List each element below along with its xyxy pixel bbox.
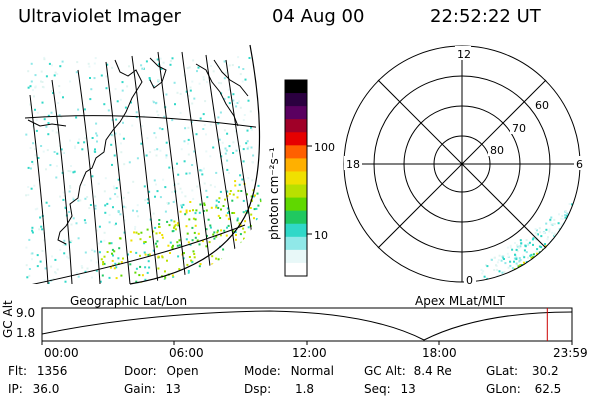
colorbar-cell <box>285 262 307 277</box>
info-gc-alt: GC Alt: 8.4 Re <box>364 364 452 378</box>
colorbar-cell <box>285 197 307 212</box>
info-ip-value: 36.0 <box>32 382 60 396</box>
colorbar-cell <box>285 158 307 172</box>
info-gain-value: 13 <box>165 382 181 396</box>
info-gc-alt-label: GC Alt: <box>364 364 406 378</box>
info-glon: GLon: 62.5 <box>486 382 561 396</box>
info-flight-label: Flt: <box>8 364 27 378</box>
colorbar-cell <box>285 106 307 120</box>
lat-label-70: 70 <box>512 122 526 135</box>
info-flight-value: 1356 <box>36 364 68 378</box>
info-dsp-label: Dsp: <box>244 382 272 396</box>
mlt-label-6: 6 <box>576 158 583 171</box>
colorbar-cell <box>285 145 307 159</box>
colorbar-frame <box>284 79 308 277</box>
colorbar-gradient <box>285 80 307 277</box>
info-glat-label: GLat: <box>486 364 519 378</box>
info-seq-value: 13 <box>400 382 416 396</box>
colorbar-cell <box>285 171 307 186</box>
altitude-axis-label: GC Alt <box>1 300 15 338</box>
geo-coastline <box>27 57 249 245</box>
info-glon-label: GLon: <box>486 382 521 396</box>
colorbar-cell <box>285 93 307 107</box>
info-gain: Gain: 13 <box>124 382 181 396</box>
colorbar-unit-label: photon cm⁻²s⁻¹ <box>267 147 281 240</box>
time-tick-0000: 00:00 <box>44 346 79 360</box>
time-display: 22:52:22 UT <box>430 6 541 27</box>
info-glat-value: 30.2 <box>531 364 559 378</box>
time-tick-2359: 23:59 <box>553 346 588 360</box>
info-ip: IP: 36.0 <box>8 382 59 396</box>
time-tick-1200: 12:00 <box>292 346 327 360</box>
app-title: Ultraviolet Imager <box>18 6 181 27</box>
date-display: 04 Aug 00 <box>272 6 365 27</box>
altitude-ytick-low: 1.8 <box>16 326 36 340</box>
info-gain-label: Gain: <box>124 382 156 396</box>
time-tick-0600: 06:00 <box>169 346 204 360</box>
altitude-curve <box>41 310 573 341</box>
info-ip-label: IP: <box>8 382 23 396</box>
info-gc-alt-value: 8.4 Re <box>413 364 452 378</box>
info-seq: Seq: 13 <box>364 382 416 396</box>
info-door-value: Open <box>166 364 199 378</box>
info-mode-label: Mode: <box>244 364 281 378</box>
colorbar-cell <box>285 80 307 94</box>
info-glon-value: 62.5 <box>534 382 562 396</box>
info-dsp: Dsp: 1.8 <box>244 382 314 396</box>
colorbar-cell <box>285 184 307 199</box>
mlt-label-0: 0 <box>466 274 473 287</box>
lat-label-80: 80 <box>490 144 504 157</box>
info-glat: GLat: 30.2 <box>486 364 559 378</box>
geo-panel-label: Geographic Lat/Lon <box>70 294 188 308</box>
info-seq-label: Seq: <box>364 382 391 396</box>
info-mode: Mode: Normal <box>244 364 334 378</box>
altitude-ytick-high: 9.0 <box>16 306 36 320</box>
info-door: Door: Open <box>124 364 199 378</box>
colorbar-cell <box>285 210 307 225</box>
info-dsp-value: 1.8 <box>294 382 315 396</box>
colorbar-cell <box>285 223 307 238</box>
colorbar-tick-label-10: 10 <box>314 229 328 242</box>
info-flight: Flt: 1356 <box>8 364 67 378</box>
globe-limb <box>129 44 261 285</box>
time-tick-1800: 18:00 <box>422 346 457 360</box>
colorbar-cell <box>285 119 307 133</box>
mlt-label-12: 12 <box>457 48 471 61</box>
colorbar-cell <box>285 236 307 251</box>
colorbar-cell <box>285 132 307 146</box>
colorbar-cell <box>285 249 307 264</box>
mlt-label-18: 18 <box>346 158 360 171</box>
colorbar-tick-label-100: 100 <box>314 141 335 154</box>
geo-latitude-lines <box>25 115 262 284</box>
info-door-label: Door: <box>124 364 157 378</box>
polar-panel-label: Apex MLat/MLT <box>415 294 505 308</box>
info-mode-value: Normal <box>290 364 334 378</box>
lat-label-60: 60 <box>535 99 549 112</box>
